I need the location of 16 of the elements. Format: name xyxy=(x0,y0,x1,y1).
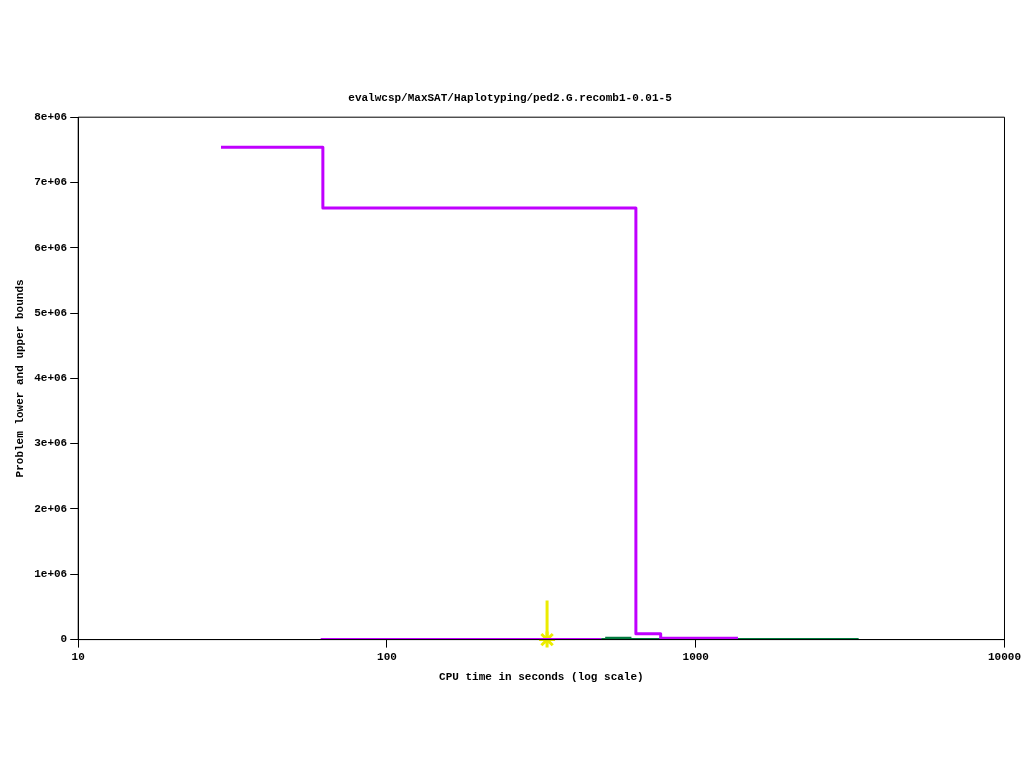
chart-title: evalwcsp/MaxSAT/Haplotyping/ped2.G.recomb1-0.01-5 xyxy=(348,92,673,105)
y-tick-label: 4e+06 xyxy=(34,372,68,385)
y-axis-title: Problem lower and upper bounds xyxy=(14,279,27,478)
x-tick-label: 10000 xyxy=(987,650,1022,663)
y-tick-label: 8e+06 xyxy=(34,110,68,123)
y-tick-label: 7e+06 xyxy=(34,176,68,189)
x-tick-label: 10 xyxy=(71,650,85,663)
y-tick-label: 2e+06 xyxy=(34,502,68,515)
y-tick-label: 6e+06 xyxy=(34,241,68,254)
y-tick-label: 3e+06 xyxy=(34,437,68,450)
y-tick-label: 0 xyxy=(60,633,68,646)
x-axis-title: CPU time in seconds (log scale) xyxy=(439,671,644,684)
x-tick-label: 100 xyxy=(377,650,397,663)
y-tick-label: 5e+06 xyxy=(34,306,68,319)
x-tick-label: 1000 xyxy=(682,650,709,663)
y-tick-label: 1e+06 xyxy=(34,568,68,581)
